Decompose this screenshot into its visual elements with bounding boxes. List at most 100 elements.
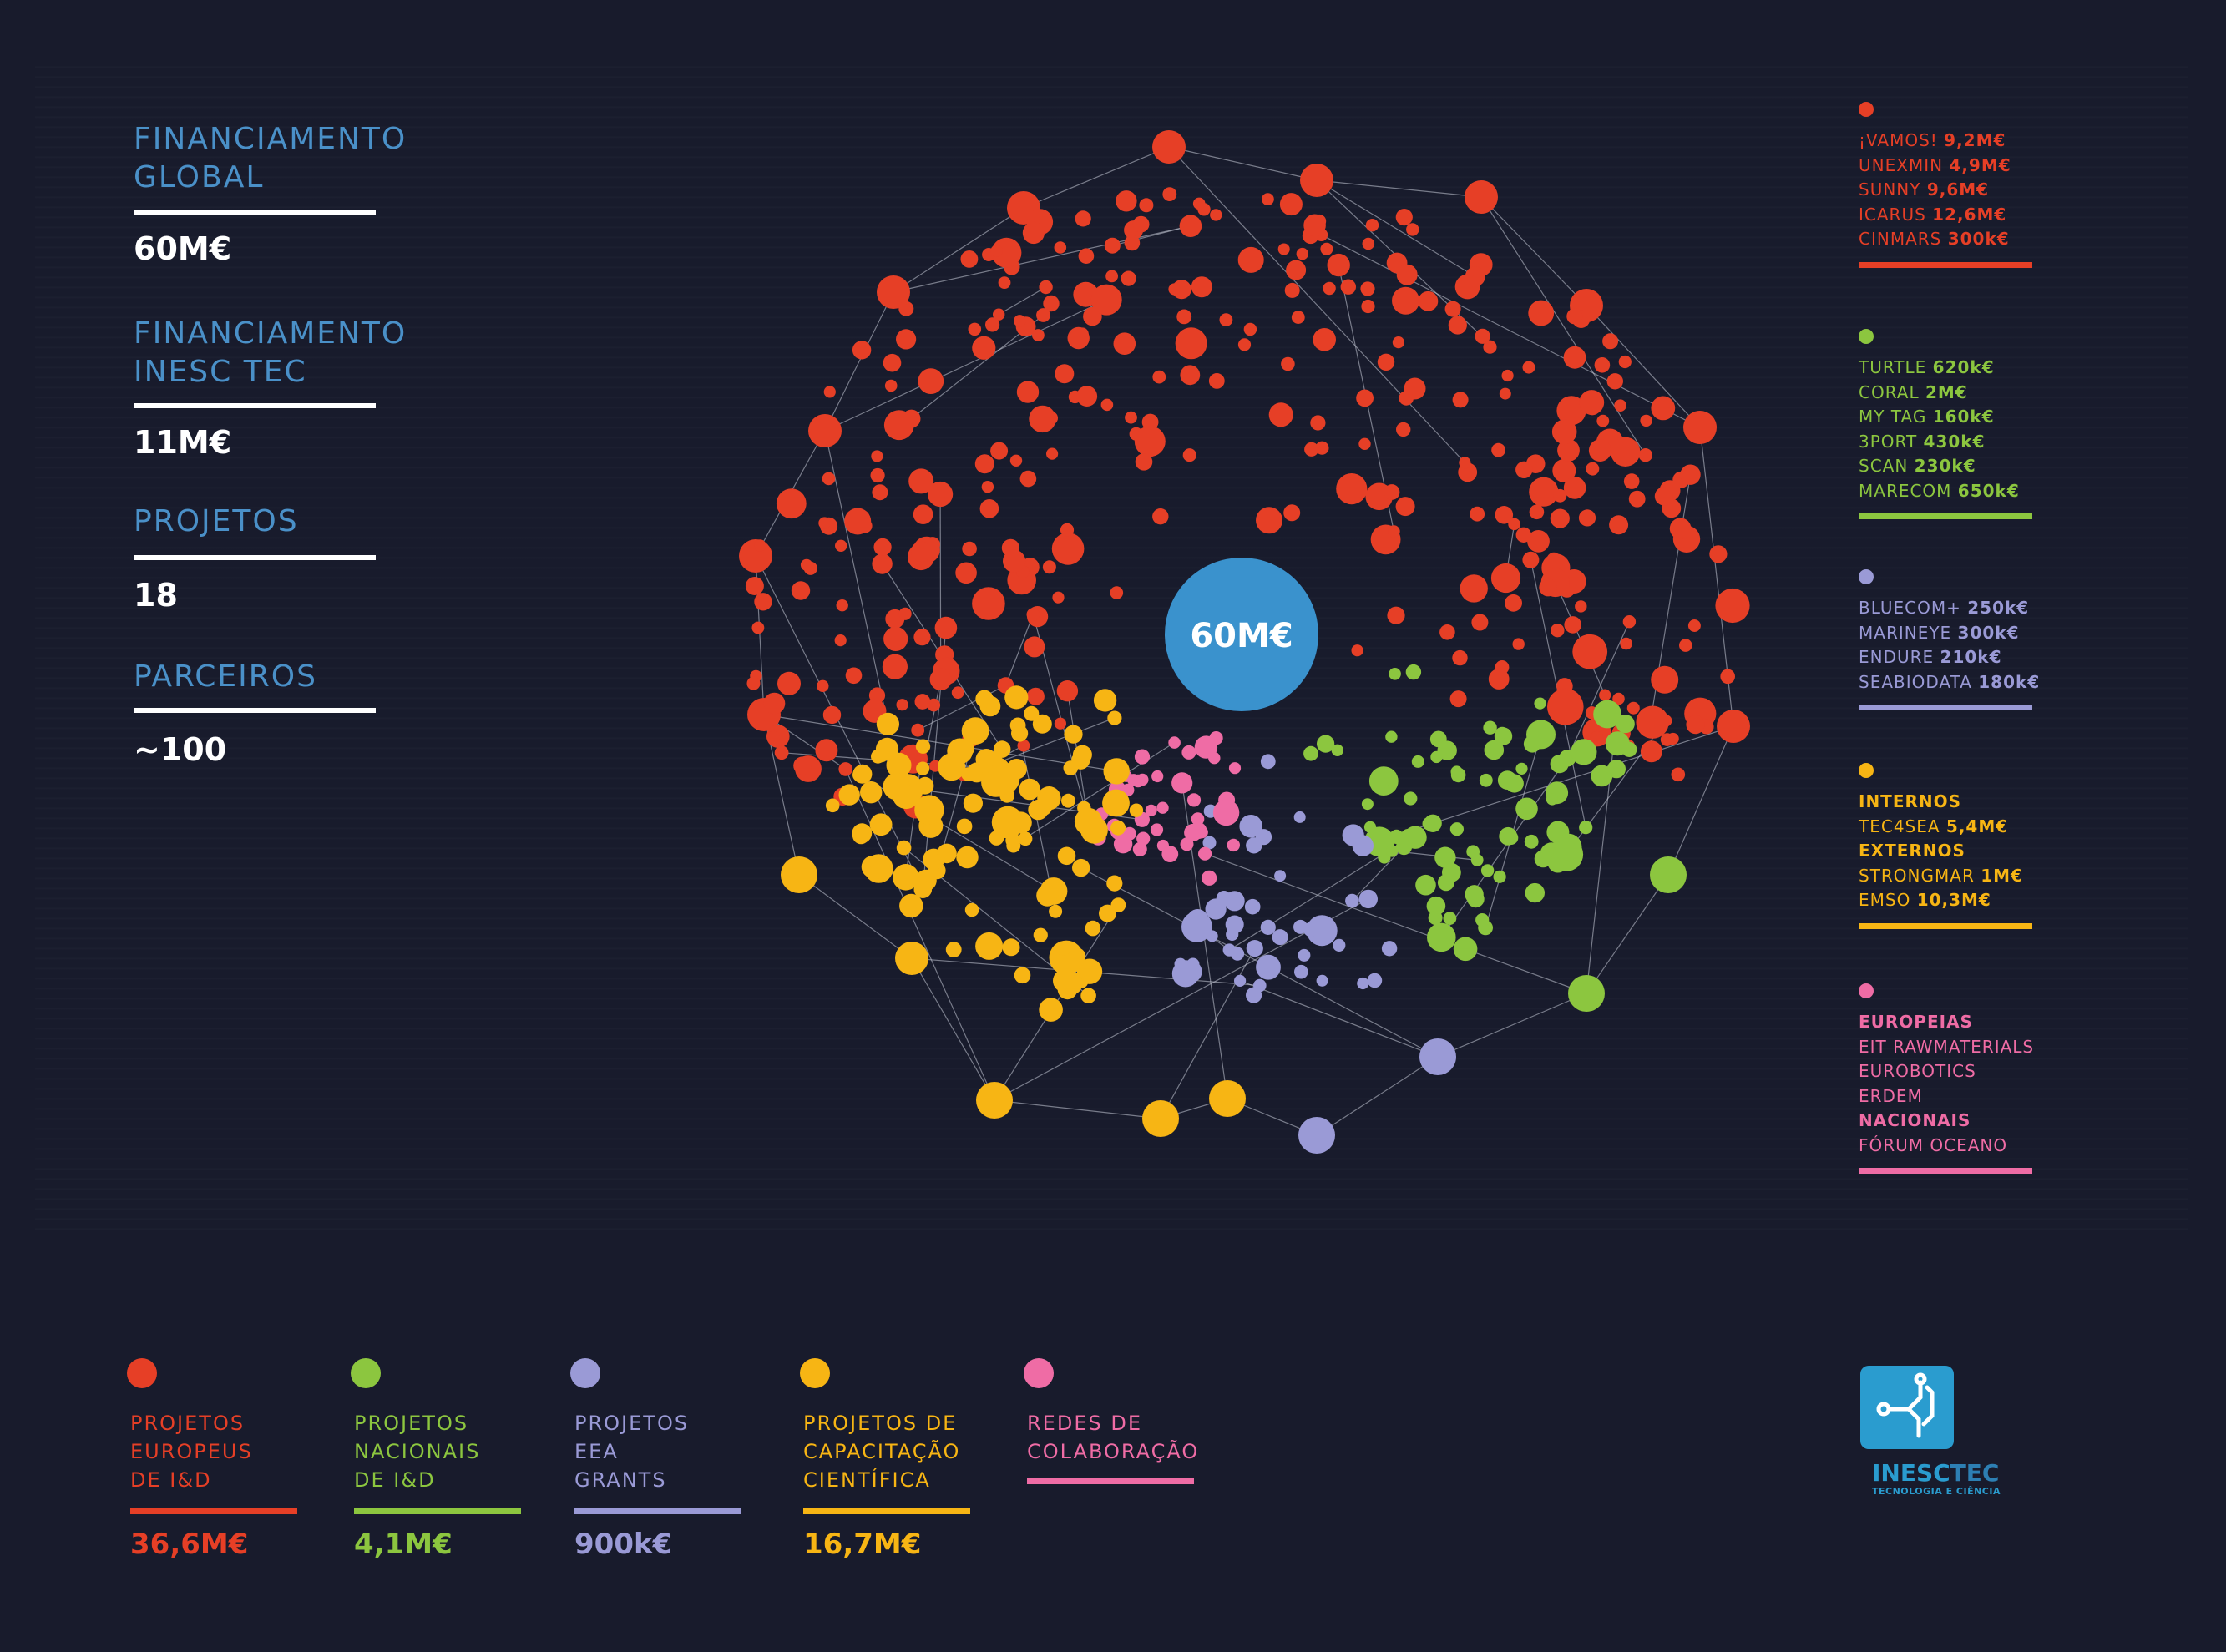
network-node-yellow: [1107, 710, 1122, 725]
network-node-red: [1277, 243, 1290, 255]
network-node-yellow: [1032, 714, 1052, 734]
network-node-purple: [1260, 919, 1276, 935]
network-node-red: [1483, 340, 1497, 354]
network-node-red: [1626, 701, 1640, 715]
network-node-green: [1303, 745, 1318, 761]
network-edge: [1566, 621, 1630, 759]
network-node-yellow: [993, 740, 1011, 758]
network-node-red: [1444, 301, 1461, 317]
network-node-yellow: [1129, 803, 1144, 817]
network-node-green: [1453, 937, 1478, 962]
network-node-red: [1709, 545, 1728, 563]
network-node-red: [1396, 422, 1411, 437]
network-node-red: [1529, 477, 1559, 507]
network-node-yellow: [852, 826, 870, 845]
network-node-green: [1422, 816, 1436, 831]
network-node-purple: [1225, 915, 1244, 934]
network-node-yellow: [1064, 725, 1083, 744]
network-node-red: [1180, 365, 1201, 386]
network-node-green: [1504, 831, 1519, 845]
network-node-red: [774, 745, 789, 760]
network-node-red: [1116, 190, 1137, 212]
network-node-yellow: [1209, 1080, 1246, 1117]
network-node-red: [871, 450, 883, 462]
network-node-red: [1640, 740, 1662, 763]
network-node-yellow: [1004, 685, 1029, 710]
right-legend-line: [1859, 922, 2032, 929]
right-legend-dot: [1859, 983, 1874, 998]
network-node-pink: [1227, 838, 1241, 852]
network-node-purple: [1358, 889, 1379, 909]
network-edge: [1667, 725, 1734, 876]
right-legend-name: EIT RAWMATERIALS: [1859, 1036, 2035, 1057]
right-legend-amount: 4,9M€: [1949, 154, 2011, 175]
network-node-red: [1340, 279, 1357, 295]
stat-value-global: 60M€: [134, 230, 232, 267]
network-node-green: [1515, 797, 1538, 821]
network-node-red: [929, 668, 952, 691]
network-node-red: [852, 341, 872, 360]
network-node-red: [1547, 688, 1584, 725]
network-node-red: [1323, 281, 1336, 296]
network-edge: [1023, 146, 1170, 209]
network-node-yellow: [1071, 750, 1090, 770]
network-node-yellow: [959, 740, 975, 756]
network-node-red: [836, 599, 848, 612]
network-node-yellow: [883, 773, 910, 801]
right-legend-name: SEABIODATA: [1859, 671, 1979, 692]
network-node-red: [1320, 242, 1333, 255]
network-node-purple: [1246, 987, 1262, 1003]
network-node-red: [1175, 327, 1207, 360]
network-node-yellow: [913, 880, 933, 898]
right-legend-name: SUNNY: [1859, 179, 1927, 200]
network-edge: [824, 299, 1107, 432]
network-node-red: [1046, 447, 1059, 460]
network-node-red: [1039, 280, 1053, 295]
network-node-red: [838, 762, 852, 776]
right-legend-row: TEC4SEA 5,4M€: [1859, 816, 2008, 836]
right-legend-row: EUROPEIAS: [1859, 1012, 1973, 1032]
network-node-red: [972, 587, 1005, 620]
network-node-red: [1501, 369, 1514, 382]
network-node-green: [1442, 862, 1461, 882]
network-edge: [998, 286, 1046, 316]
network-node-green: [1317, 735, 1335, 753]
network-node-red: [1052, 591, 1065, 604]
network-node-red: [834, 634, 847, 647]
network-node-red: [974, 454, 994, 474]
network-node-green: [1493, 870, 1506, 883]
network-node-red: [1495, 660, 1510, 674]
network-node-purple: [1246, 940, 1263, 957]
network-node-red: [1590, 730, 1604, 745]
network-node-red: [1152, 130, 1186, 164]
network-node-red: [1100, 398, 1114, 412]
network-node-purple: [1256, 954, 1281, 980]
network-node-green: [1524, 834, 1539, 849]
network-nodes: [739, 130, 1750, 1154]
network-node-red: [751, 621, 765, 634]
network-node-green: [1377, 772, 1392, 786]
right-legend-amount: 300k€: [1957, 622, 2020, 643]
network-node-purple: [1274, 870, 1287, 882]
network-node-red: [1452, 649, 1468, 666]
right-legend-row: TURTLE 620k€: [1859, 357, 1995, 377]
right-legend-line: [1859, 705, 2032, 710]
network-node-pink: [1191, 812, 1205, 826]
network-node-red: [1055, 364, 1075, 384]
right-legend-dot: [1859, 102, 1874, 117]
network-node-red: [1392, 336, 1404, 349]
network-node-yellow: [1110, 820, 1126, 836]
network-node-red: [968, 322, 982, 336]
legend-label-capacitacao: PROJETOS DE CAPACITAÇÃO CIENTÍFICA: [803, 1412, 961, 1492]
right-legend-name: ENDURE: [1859, 647, 1940, 667]
right-legend-row: ¡VAMOS! 9,2M€: [1859, 130, 2006, 150]
network-node-yellow: [978, 758, 993, 774]
network-node-red: [870, 467, 885, 483]
network-node-purple: [1357, 977, 1369, 990]
network-edge: [911, 957, 995, 1101]
network-edge: [1204, 853, 1587, 994]
network-node-red: [1029, 405, 1056, 433]
right-legend-amount: 10,3M€: [1916, 890, 1991, 910]
network-node-red: [835, 539, 847, 552]
network-edge: [1004, 614, 1034, 686]
